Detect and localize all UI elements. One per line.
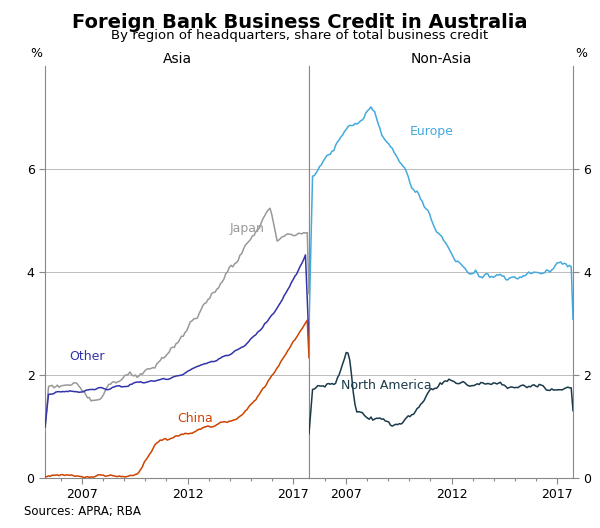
Text: China: China — [177, 412, 213, 425]
Text: %: % — [575, 47, 587, 60]
Text: Japan: Japan — [230, 222, 265, 235]
Text: By region of headquarters, share of total business credit: By region of headquarters, share of tota… — [112, 29, 488, 42]
Text: Europe: Europe — [409, 125, 453, 138]
Text: Asia: Asia — [163, 52, 191, 66]
Text: Foreign Bank Business Credit in Australia: Foreign Bank Business Credit in Australi… — [72, 13, 528, 32]
Text: Sources: APRA; RBA: Sources: APRA; RBA — [24, 505, 141, 518]
Text: North America: North America — [341, 379, 431, 392]
Text: %: % — [31, 47, 43, 60]
Text: Non-Asia: Non-Asia — [410, 52, 472, 66]
Text: Other: Other — [69, 350, 104, 363]
